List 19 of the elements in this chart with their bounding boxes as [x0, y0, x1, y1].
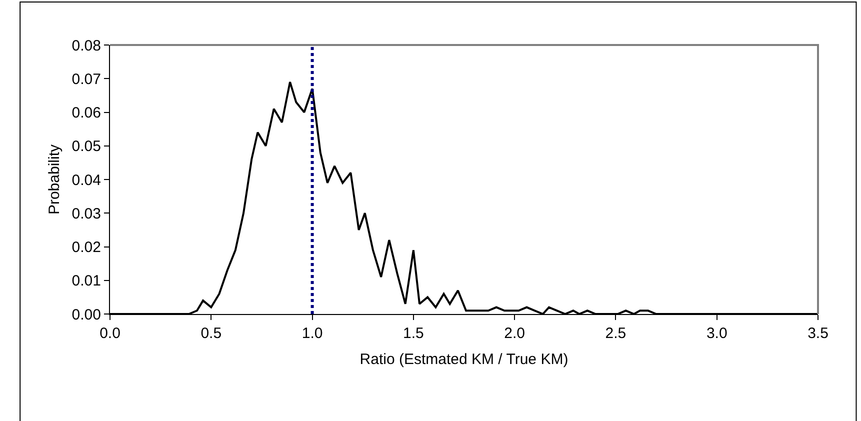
y-tick-label: 0.06 [72, 104, 101, 122]
y-tick-label: 0.01 [72, 272, 101, 290]
y-tick-label: 0.00 [72, 306, 101, 324]
x-tick-label: 1.0 [302, 325, 323, 342]
x-tick-label: 3.5 [808, 325, 828, 342]
x-tick-label: 3.0 [706, 325, 728, 342]
x-tick-label: 2.5 [605, 325, 626, 342]
x-axis-title: Ratio (Estmated KM / True KM) [360, 351, 568, 368]
y-tick-label: 0.03 [72, 205, 101, 222]
x-tick-label: 0.0 [100, 325, 120, 342]
x-tick-label: 1.5 [403, 325, 424, 342]
y-tick-label: 0.04 [72, 172, 101, 189]
y-tick-label: 0.08 [72, 37, 101, 54]
y-tick-label: 0.02 [72, 239, 101, 256]
x-tick-label: 2.0 [504, 325, 525, 342]
y-tick-label: 0.05 [72, 138, 101, 156]
x-tick-label: 0.5 [200, 325, 222, 342]
y-tick-label: 0.07 [72, 70, 101, 88]
y-axis-title: Probability [46, 144, 64, 215]
